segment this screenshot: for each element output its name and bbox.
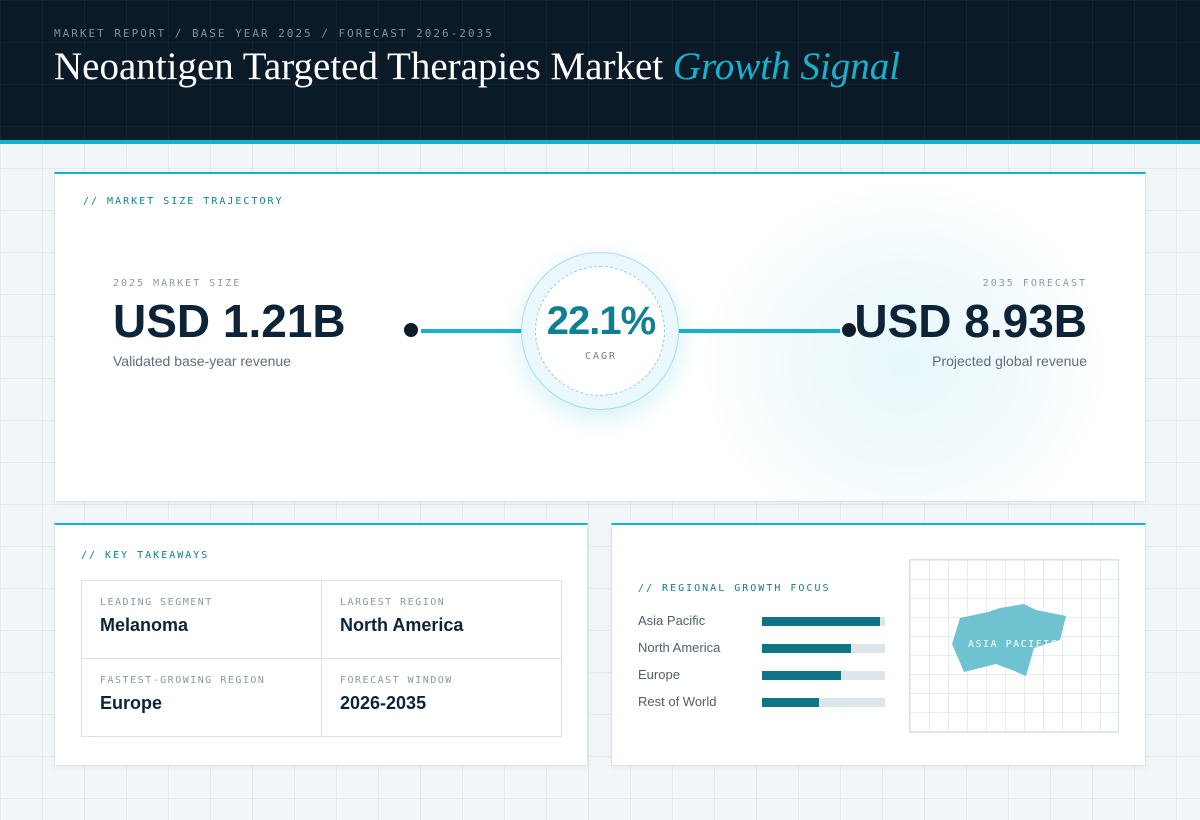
region-row-rest-of-world: Rest of World <box>638 694 888 710</box>
region-row-asia-pacific: Asia Pacific <box>638 613 888 629</box>
connector-right <box>677 329 849 333</box>
connector-left <box>421 329 523 333</box>
takeaway-largest-region: LARGEST REGION North America <box>322 581 562 659</box>
takeaway-leading-segment: LEADING SEGMENT Melanoma <box>82 581 322 659</box>
region-bar-fill <box>762 617 881 626</box>
takeaways-grid: LEADING SEGMENT Melanoma LARGEST REGION … <box>81 580 562 737</box>
base-year-label: 2025 MARKET SIZE <box>113 278 242 289</box>
page-title: Neoantigen Targeted Therapies Market Gro… <box>54 44 900 89</box>
cagr-badge: 22.1% CAGR <box>521 252 679 410</box>
background-glow <box>695 174 1115 501</box>
region-name: North America <box>638 640 721 655</box>
cagr-value: 22.1% <box>546 299 656 343</box>
regional-growth-card: // REGIONAL GROWTH FOCUS Asia Pacific No… <box>611 523 1146 766</box>
base-year-dot <box>402 321 420 339</box>
asia-pacific-map-icon <box>952 604 1066 676</box>
forecast-label: 2035 FORECAST <box>982 278 1087 289</box>
region-bar-track <box>762 617 885 626</box>
region-bar-track <box>762 671 885 680</box>
key-takeaways-card: // KEY TAKEAWAYS LEADING SEGMENT Melanom… <box>54 523 588 766</box>
market-size-card: // MARKET SIZE TRAJECTORY 2025 MARKET SI… <box>54 172 1146 502</box>
title-main: Neoantigen Targeted Therapies Market <box>54 45 664 88</box>
map-region-label: ASIA PACIFIC <box>968 639 1059 650</box>
trajectory-section-label: // MARKET SIZE TRAJECTORY <box>83 196 284 207</box>
forecast-value: USD 8.93B <box>854 295 1087 347</box>
takeaway-label: FASTEST-GROWING REGION <box>100 675 266 686</box>
region-bar-fill <box>762 671 841 680</box>
takeaways-section-label: // KEY TAKEAWAYS <box>81 550 210 561</box>
takeaway-value: Melanoma <box>100 615 189 635</box>
takeaway-value: 2026-2035 <box>340 693 427 713</box>
takeaway-label: LEADING SEGMENT <box>100 597 213 608</box>
report-header: MARKET REPORT / BASE YEAR 2025 / FORECAS… <box>0 0 1200 144</box>
report-eyebrow: MARKET REPORT / BASE YEAR 2025 / FORECAS… <box>54 27 494 40</box>
forecast-dot <box>840 321 858 339</box>
cagr-inner-ring: 22.1% CAGR <box>535 266 665 396</box>
region-bar-track <box>762 698 885 707</box>
takeaway-fastest-growing-region: FASTEST-GROWING REGION Europe <box>82 659 322 737</box>
region-row-north-america: North America <box>638 640 888 656</box>
regional-section-label: // REGIONAL GROWTH FOCUS <box>638 583 831 594</box>
region-name: Rest of World <box>638 694 717 709</box>
forecast-note: Projected global revenue <box>932 353 1087 369</box>
takeaway-label: FORECAST WINDOW <box>340 675 453 686</box>
region-name: Asia Pacific <box>638 613 706 628</box>
title-accent: Growth Signal <box>672 45 901 88</box>
base-year-note: Validated base-year revenue <box>113 353 291 369</box>
region-name: Europe <box>638 667 680 682</box>
region-bar-fill <box>762 644 851 653</box>
takeaway-value: Europe <box>100 693 163 713</box>
takeaway-value: North America <box>340 615 464 635</box>
region-map: ASIA PACIFIC <box>909 559 1119 733</box>
base-year-value: USD 1.21B <box>113 295 346 347</box>
cagr-label: CAGR <box>584 351 618 362</box>
region-bar-track <box>762 644 885 653</box>
region-row-europe: Europe <box>638 667 888 683</box>
region-bar-fill <box>762 698 819 707</box>
takeaway-label: LARGEST REGION <box>340 597 446 608</box>
takeaway-forecast-window: FORECAST WINDOW 2026-2035 <box>322 659 562 737</box>
